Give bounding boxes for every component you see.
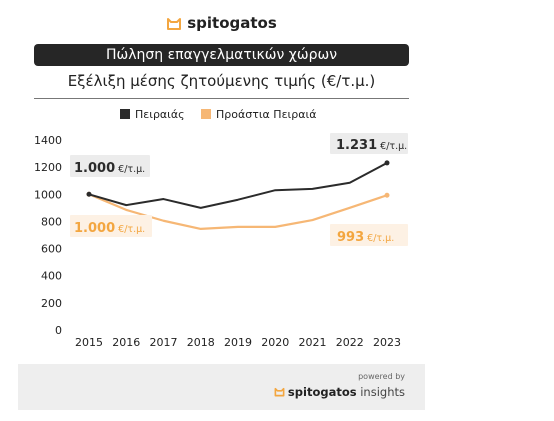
y-tick-label: 600 [41,243,62,256]
chart-subtitle: Εξέλιξη μέσης ζητούμενης τιμής (€/τ.μ.) [67,72,376,90]
footer-brand-suffix: insights [360,385,405,399]
x-tick-label: 2020 [261,336,289,349]
legend-swatch [201,109,211,119]
data-point [384,160,390,166]
subtitle-divider [34,98,409,99]
legend-label: Πειραιάς [135,108,185,121]
chart-title: Πώληση επαγγελματικών χώρων [34,44,409,66]
annotation-label: 1.231 €/τ.μ. [336,138,407,153]
annotation-unit: €/τ.μ. [364,233,394,244]
data-point [86,191,92,197]
annotation-unit: €/τ.μ. [377,141,407,152]
annotation-label: 993 €/τ.μ. [337,230,394,245]
annotation-box [70,155,150,177]
x-tick-label: 2015 [75,336,103,349]
y-tick-label: 0 [55,324,62,337]
annotation-box [330,133,408,154]
annotation-value: 1.000 [74,161,115,176]
legend-label: Προάστια Πειραιά [216,108,316,121]
cat-icon [274,387,285,397]
annotation-unit: €/τ.μ. [115,164,145,175]
series-line-peiraias [88,162,388,209]
x-tick-label: 2023 [373,336,401,349]
annotation-unit: €/τ.μ. [115,224,145,235]
x-tick-label: 2017 [150,336,178,349]
footer-brand-name: spitogatos [287,385,357,399]
y-tick-label: 1000 [34,188,62,201]
y-tick-label: 400 [41,270,62,283]
data-point [384,192,390,198]
footer-brand: spitogatos insights [274,385,405,399]
footer: powered by spitogatos insights [18,364,425,410]
x-tick-label: 2016 [112,336,140,349]
brand-logo: spitogatos [0,14,443,32]
x-tick-label: 2021 [299,336,327,349]
annotation-box [70,215,152,237]
annotation-value: 1.000 [74,221,115,236]
annotation-value: 993 [337,230,364,245]
cat-icon [167,18,182,30]
annotation-label: 1.000 €/τ.μ. [74,161,145,176]
powered-by-label: powered by [358,372,405,381]
x-tick-label: 2022 [336,336,364,349]
y-tick-label: 200 [41,297,62,310]
y-tick-label: 1200 [34,161,62,174]
brand-name: spitogatos [187,14,277,32]
y-tick-label: 1400 [34,134,62,147]
y-tick-label: 800 [41,215,62,228]
annotation-value: 1.231 [336,138,377,153]
x-tick-label: 2018 [187,336,215,349]
x-tick-label: 2019 [224,336,252,349]
legend-swatch [120,109,130,119]
series-line-proastia [88,193,388,230]
annotation-label: 1.000 €/τ.μ. [74,221,145,236]
annotation-box [330,224,408,246]
